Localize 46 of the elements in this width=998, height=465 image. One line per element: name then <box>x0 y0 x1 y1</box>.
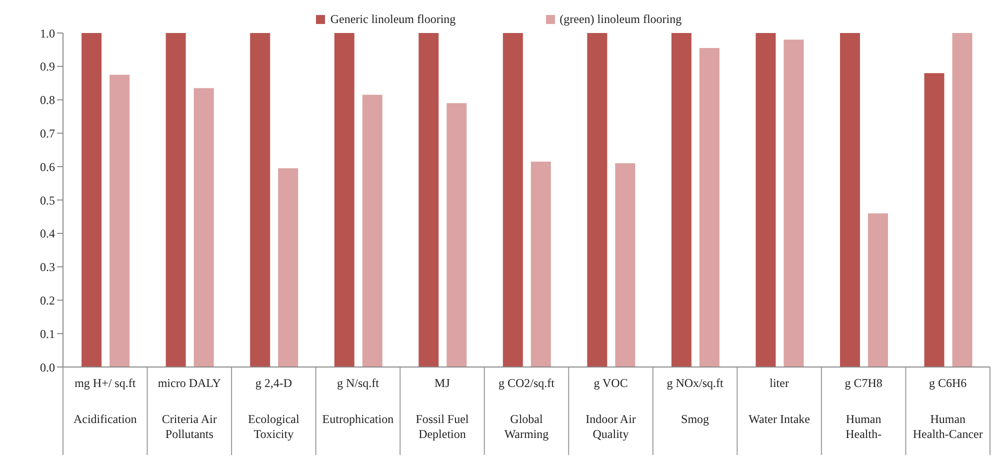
y-tick-label: 0.8 <box>40 93 55 108</box>
category-label: liter Water Intake <box>748 376 810 426</box>
category-label: g 2,4-D Ecological Toxicity <box>248 376 300 441</box>
bar <box>840 33 860 367</box>
bar <box>334 33 354 367</box>
category-label: g N/sq.ft Eutrophication <box>322 376 394 426</box>
y-tick-label: 0.1 <box>40 326 55 341</box>
bar <box>756 33 776 367</box>
bar <box>587 33 608 367</box>
y-tick-label: 0.3 <box>40 260 55 274</box>
y-tick-label: 0.4 <box>40 226 55 241</box>
bar <box>250 33 270 367</box>
bar <box>924 73 944 367</box>
bar <box>952 33 972 367</box>
category-label: g C7H8 Human Health- <box>844 376 882 441</box>
y-tick-label: 0.0 <box>40 360 55 374</box>
category-label: MJ Fossil Fuel Depletion <box>416 376 469 441</box>
y-tick-label: 0.6 <box>40 160 55 174</box>
bar <box>502 33 523 367</box>
legend-label: Generic linoleum flooring <box>329 12 456 27</box>
y-tick-label: 0.9 <box>40 60 55 74</box>
bar <box>699 48 720 367</box>
bar <box>166 33 186 367</box>
y-tick-label: 0.7 <box>40 126 55 140</box>
bar <box>110 74 130 367</box>
y-tick-label: 0.5 <box>40 193 55 208</box>
category-label: g VOC Indoor Air Quality <box>586 376 636 441</box>
bar <box>278 168 298 367</box>
bar <box>784 40 804 367</box>
bar <box>194 88 214 367</box>
legend-label: (green) linoleum flooring <box>558 12 682 27</box>
bar <box>82 33 102 367</box>
bar <box>530 162 551 367</box>
y-tick-label: 1.0 <box>40 26 55 40</box>
bar <box>418 33 439 367</box>
category-label: g NOx/sq.ft Smog <box>666 376 724 426</box>
bar <box>446 103 467 367</box>
bar <box>362 94 382 367</box>
y-tick-label: 0.2 <box>40 293 55 308</box>
bar <box>868 213 888 367</box>
category-label: mg H+/ sq.ft Acidification <box>73 376 137 426</box>
bar <box>671 33 692 367</box>
category-label: g CO2/sq.ft Global Warming <box>498 376 555 441</box>
category-label: g C6H6 Human Health-Cancer <box>912 376 983 441</box>
bar <box>615 163 636 367</box>
category-label: micro DALY Criteria Air Pollutants <box>158 376 221 441</box>
